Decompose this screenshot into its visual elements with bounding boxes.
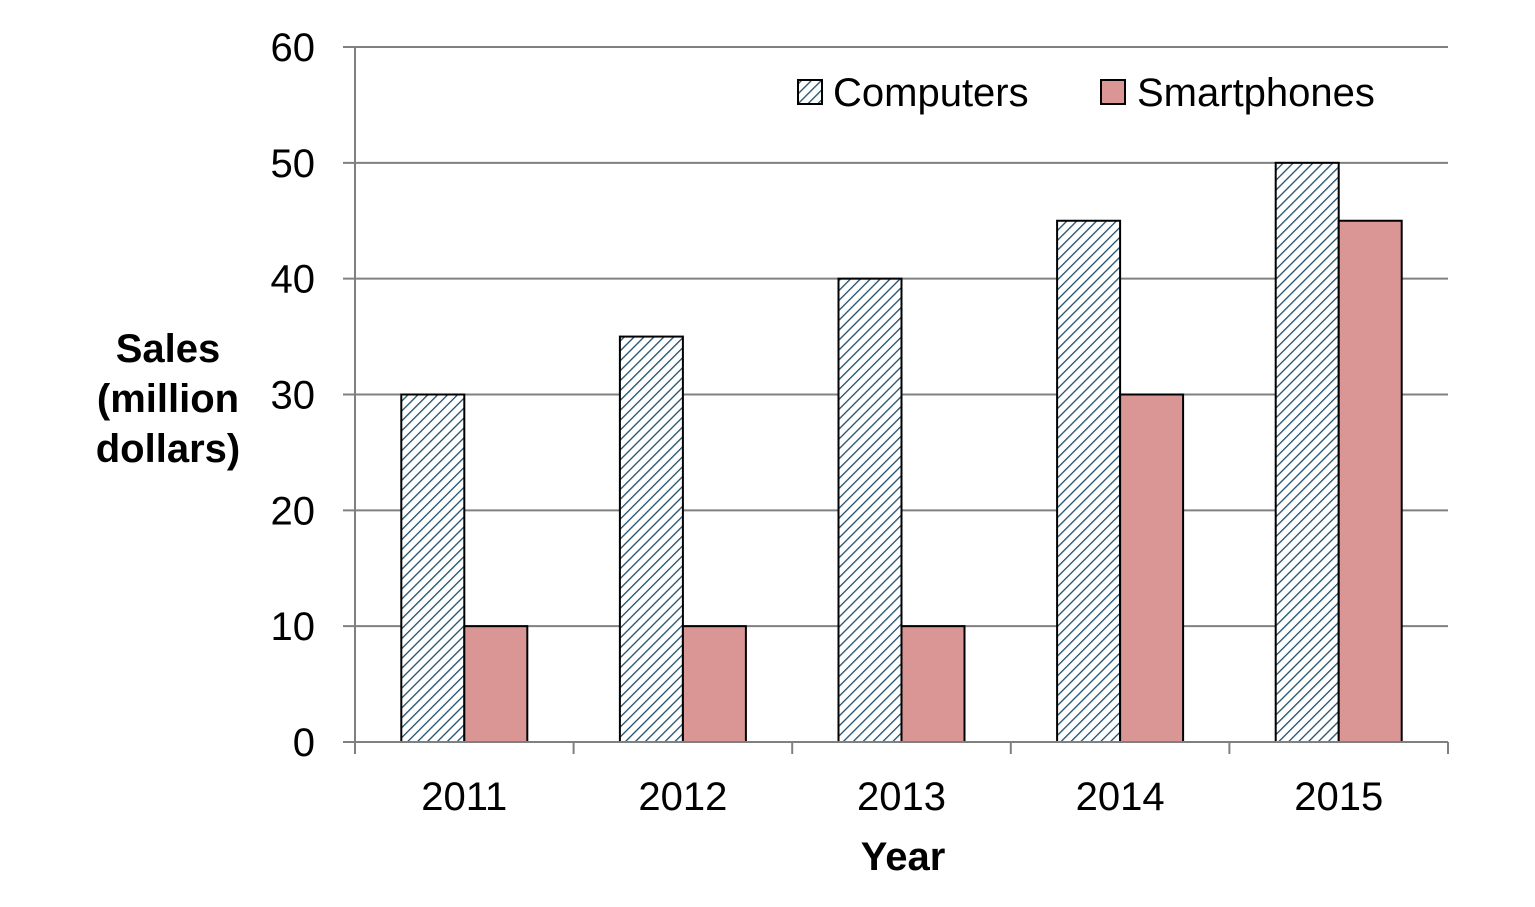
bar-computers-2011 — [400, 393, 466, 743]
y-tick-label: 50 — [271, 142, 316, 186]
bars — [400, 161, 1403, 744]
y-axis-title: Sales (million dollars) — [96, 327, 240, 471]
x-axis — [343, 47, 1449, 754]
bar-smartphones-2015 — [1337, 219, 1403, 743]
legend-swatch-smartphones — [1100, 79, 1126, 105]
x-axis-tick-labels: 2011 2012 2013 2014 2015 — [421, 775, 1383, 819]
bar-smartphones-2011 — [463, 625, 529, 744]
x-axis-title: Year — [861, 835, 946, 879]
bar-smartphones-2012 — [681, 625, 747, 744]
y-tick-label: 20 — [271, 489, 316, 533]
y-tick-label: 60 — [271, 26, 316, 70]
bar-computers-2013 — [837, 277, 903, 743]
y-axis-title-line: dollars) — [96, 427, 240, 471]
x-tick-label: 2014 — [1076, 775, 1165, 819]
legend: Computers Smartphones — [797, 71, 1375, 115]
x-tick-label: 2013 — [857, 775, 946, 819]
legend-swatch-computers — [797, 79, 823, 105]
x-tick-label: 2011 — [421, 775, 507, 819]
y-axis-tick-labels: 0 10 20 30 40 50 60 — [271, 26, 316, 765]
x-tick-label: 2015 — [1294, 775, 1383, 819]
bar-computers-2014 — [1056, 219, 1122, 743]
y-tick-label: 10 — [271, 605, 316, 649]
y-tick-label: 0 — [293, 721, 315, 765]
legend-label-smartphones: Smartphones — [1137, 71, 1375, 115]
x-tick-label: 2012 — [638, 775, 727, 819]
bar-smartphones-2013 — [900, 625, 966, 744]
y-tick-label: 30 — [271, 374, 316, 418]
bar-computers-2015 — [1274, 161, 1340, 744]
bar-computers-2012 — [618, 335, 684, 743]
legend-label-computers: Computers — [833, 71, 1029, 115]
y-axis-title-line: Sales — [116, 327, 221, 371]
bar-smartphones-2014 — [1119, 393, 1185, 743]
y-tick-label: 40 — [271, 258, 316, 302]
y-axis-title-line: (million — [97, 377, 239, 421]
